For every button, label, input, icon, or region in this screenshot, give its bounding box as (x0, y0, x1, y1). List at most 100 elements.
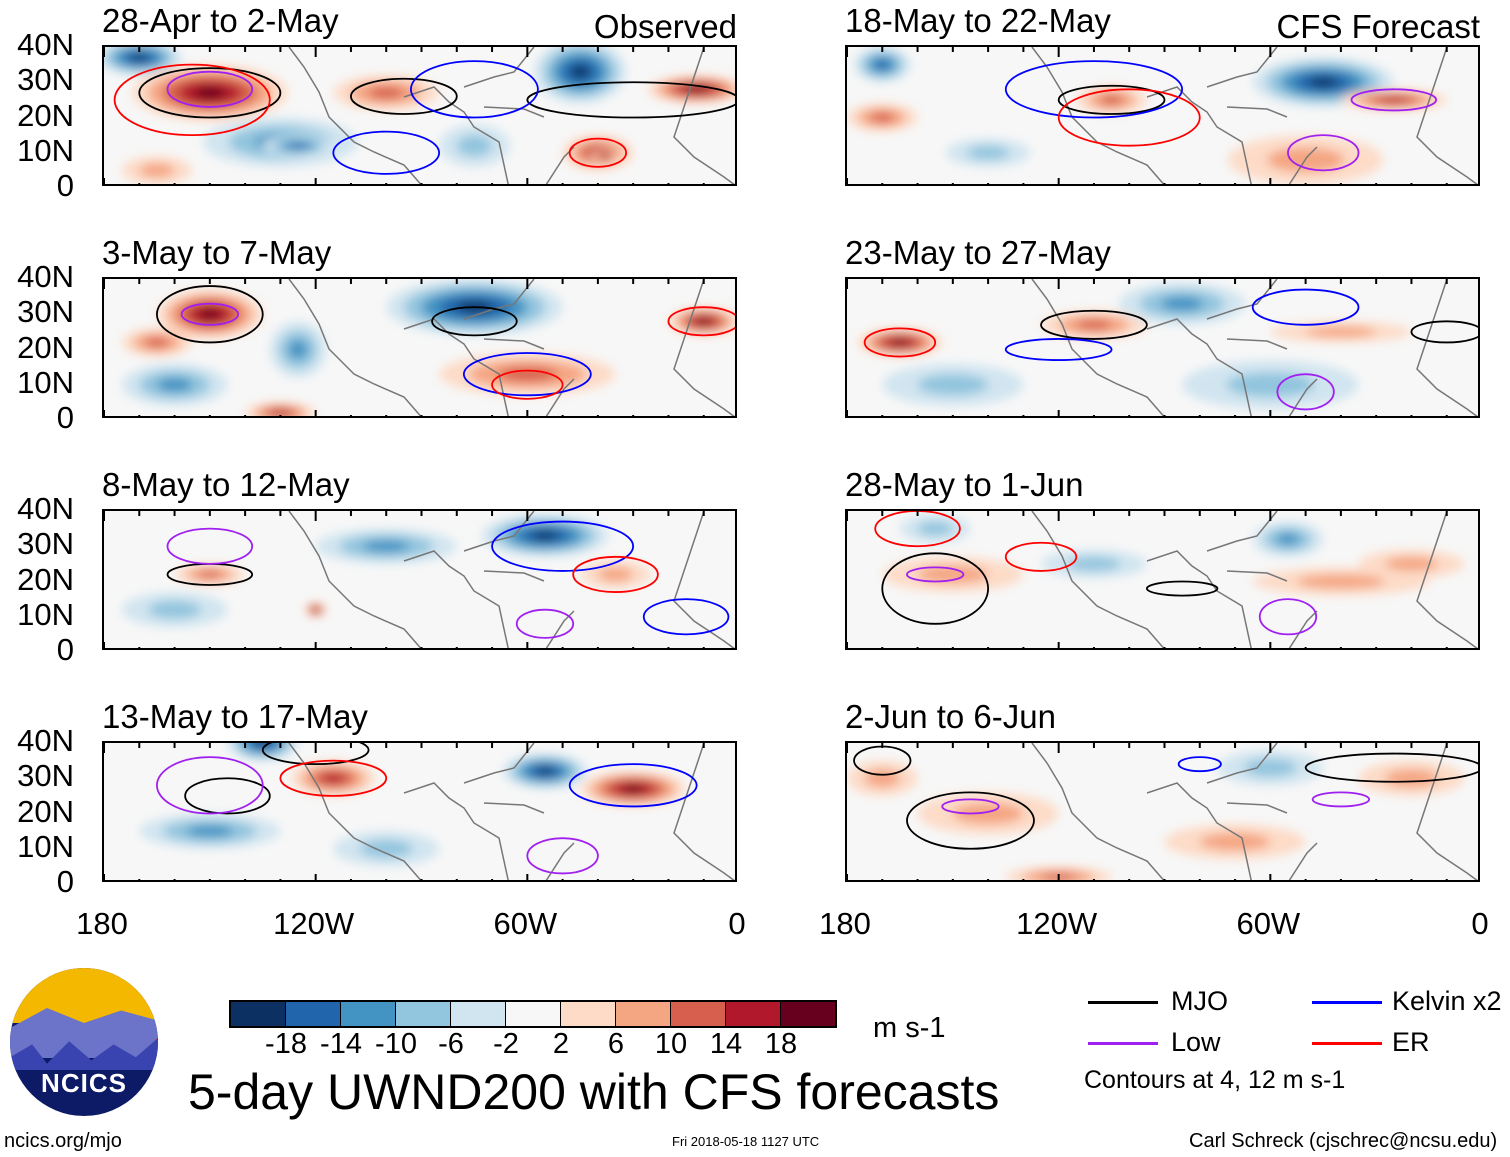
anomaly-shading (1384, 769, 1438, 788)
contour-mjo (881, 552, 990, 625)
y-tick-label: 10N (17, 364, 74, 400)
anomaly-shading (186, 825, 234, 837)
coastline (288, 47, 735, 184)
anomaly-shading (536, 767, 554, 775)
anomaly-shading (1160, 296, 1204, 311)
contour-mjo (526, 81, 735, 119)
coastline (1031, 279, 1478, 416)
panel-title: 18-May to 22-May (845, 2, 1111, 39)
x-tick-label: 0 (1471, 906, 1489, 941)
anomaly-shading (602, 154, 608, 158)
y-tick-label: 20N (17, 561, 74, 597)
legend-kelvin-label: Kelvin x2 (1392, 986, 1502, 1016)
contour-kelvin (332, 130, 441, 175)
legend-er-line (1312, 1042, 1382, 1045)
colorbar-tick-label: 10 (654, 1028, 688, 1060)
anomaly-shading (622, 785, 644, 793)
contour-kelvin (568, 763, 698, 808)
anomaly-shading (966, 145, 1010, 160)
y-tick-label: 10N (17, 828, 74, 864)
footer-link[interactable]: ncics.org/mjo (4, 1130, 122, 1152)
contour-low (1258, 598, 1318, 636)
footer-author: Carl Schreck (cjschrec@ncsu.edu) (1189, 1130, 1498, 1152)
anomaly-shading (917, 521, 953, 536)
colorbar-tick-label: 6 (607, 1028, 625, 1060)
contour-low (166, 527, 254, 565)
map-panel (845, 509, 1480, 650)
colorbar-swatch (451, 1002, 506, 1026)
map-panel (102, 509, 737, 650)
y-tick-label: 40N (17, 723, 74, 758)
contour-er (1057, 88, 1201, 147)
y-tick-label: 0 (56, 864, 74, 899)
colorbar-tick-label: 18 (764, 1028, 798, 1060)
contour-mjo (1145, 580, 1219, 597)
x-tick-label: 60W (493, 906, 558, 941)
anomaly-shading (696, 318, 711, 325)
legend-note: Contours at 4, 12 m s-1 (1084, 1066, 1346, 1094)
colorbar-tick-label: -14 (320, 1028, 362, 1060)
anomaly-shading (368, 86, 404, 99)
anomaly-shading (497, 367, 557, 382)
panel-title: 28-May to 1-Jun (845, 466, 1084, 503)
panel-title: 8-May to 12-May (102, 466, 350, 503)
colorbar-tick-label: 2 (552, 1028, 570, 1060)
legend-kelvin-line (1312, 1001, 1382, 1004)
contour-kelvin (1004, 60, 1184, 119)
anomaly-shading (288, 340, 308, 359)
anomaly-shading (686, 86, 707, 93)
contour-kelvin (491, 520, 635, 572)
colorbar-tick-label: -6 (438, 1028, 464, 1060)
contour-er (874, 511, 961, 548)
contour-er (491, 369, 564, 400)
figure-title: 5-day UWND200 with CFS forecasts (188, 1064, 1000, 1120)
contour-low (166, 70, 254, 108)
anomaly-shading (571, 65, 590, 79)
contour-low (1311, 791, 1371, 808)
anomaly-shading (289, 143, 307, 149)
contour-mjo (1040, 309, 1148, 340)
coastline (288, 743, 735, 880)
footer-timestamp: Fri 2018-05-18 1127 UTC (672, 1134, 820, 1149)
y-tick-label: 0 (56, 168, 74, 203)
contour-mjo (431, 306, 518, 337)
anomaly-shading (917, 565, 989, 584)
anomaly-shading (359, 839, 413, 858)
panel-title: 28-Apr to 2-May (102, 2, 339, 39)
y-tick-label: 20N (17, 97, 74, 133)
legend-low-line (1088, 1042, 1158, 1045)
forecast-label: CFS Forecast (1276, 8, 1480, 45)
anomaly-shading (532, 531, 558, 540)
contour-er (279, 759, 388, 797)
contour-low (180, 302, 239, 326)
x-tick-label: 180 (819, 906, 871, 941)
anomaly-shading (362, 540, 410, 553)
anomaly-shading (139, 163, 175, 178)
contour-kelvin (410, 60, 539, 119)
colorbar-swatch (561, 1002, 616, 1026)
anomaly-shading (1296, 574, 1385, 589)
coastline (1031, 47, 1478, 184)
x-tick-label: 120W (273, 906, 355, 941)
y-tick-label: 0 (56, 400, 74, 435)
anomaly-shading (130, 54, 148, 62)
anomaly-shading (597, 567, 634, 582)
y-tick-label: 40N (17, 259, 74, 294)
anomaly-shading (1276, 533, 1300, 546)
contour-mjo (184, 777, 271, 815)
coastline (1031, 511, 1478, 648)
colorbar-tick-label: -2 (493, 1028, 519, 1060)
y-tick-label: 0 (56, 632, 74, 667)
legend-low-label: Low (1171, 1027, 1221, 1057)
y-tick-label: 10N (17, 132, 74, 168)
contour-mjo (350, 77, 458, 115)
colorbar-swatch (781, 1002, 835, 1026)
y-tick-label: 40N (17, 491, 74, 526)
anomaly-shading (917, 374, 989, 396)
y-tick-label: 30N (17, 758, 74, 794)
y-tick-label: 10N (17, 596, 74, 632)
contour-mjo (156, 285, 264, 344)
contour-kelvin (642, 598, 730, 636)
x-tick-label: 120W (1016, 906, 1098, 941)
